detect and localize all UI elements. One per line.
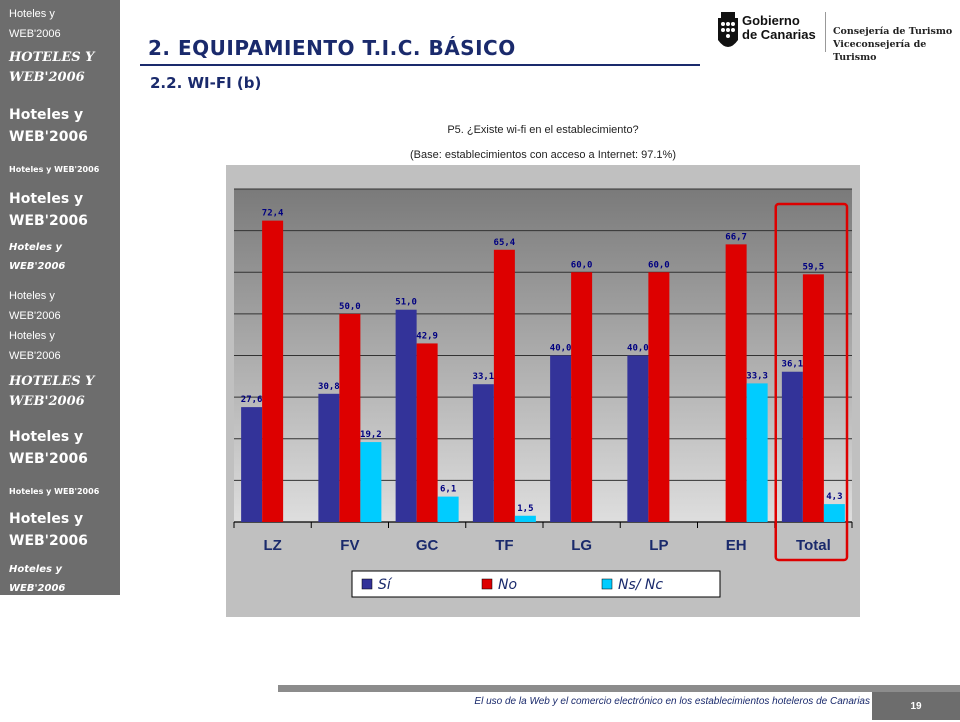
- bar: [241, 407, 263, 522]
- logo-text: Gobierno de Canarias: [742, 14, 816, 42]
- sidebar-watermark: Hoteles y WEB'2006: [9, 511, 88, 549]
- sidebar-watermark: Hoteles y WEB'2006: [9, 374, 95, 409]
- bar: [571, 272, 593, 522]
- bar: [493, 249, 515, 522]
- bar: [823, 504, 845, 522]
- sidebar-watermark: Hoteles y WEB'2006: [9, 429, 88, 467]
- legend-swatch: [361, 578, 373, 590]
- department-name: Consejería de Turismo Viceconsejería de …: [833, 25, 960, 64]
- data-label: 60,0: [571, 260, 593, 270]
- legend-label: Ns/ Nc: [618, 577, 663, 593]
- bar: [262, 220, 284, 522]
- data-label: 66,7: [725, 232, 747, 242]
- logo-divider: [825, 12, 826, 52]
- sidebar-watermark: Hoteles y WEB'2006: [9, 50, 95, 85]
- x-tick-label: FV: [340, 537, 359, 554]
- bar: [416, 343, 438, 522]
- data-label: 60,0: [648, 260, 670, 270]
- legend-label: No: [498, 577, 517, 593]
- data-label: 51,0: [395, 298, 417, 308]
- highlight-box: [774, 202, 849, 562]
- data-label: 1,5: [517, 504, 533, 514]
- chart-base-note: (Base: establecimientos con acceso a Int…: [410, 149, 676, 161]
- data-label: 36,1: [782, 360, 804, 370]
- data-label: 40,0: [627, 344, 649, 354]
- page-subtitle: 2.2. WI-FI (b): [150, 74, 262, 92]
- x-tick-label: GC: [416, 537, 439, 554]
- legend-swatch: [481, 578, 493, 590]
- data-label: 50,0: [339, 302, 361, 312]
- bar: [339, 313, 361, 522]
- department-line-2: Viceconsejería de Turismo: [833, 39, 927, 63]
- sidebar-watermark: Hoteles y WEB'2006: [9, 8, 61, 40]
- sidebar-watermark: Hoteles y WEB'2006: [9, 191, 88, 229]
- sidebar: Hoteles y WEB'2006 Hoteles y WEB'2006 Ho…: [0, 0, 120, 595]
- bar: [648, 272, 670, 522]
- chart-question: P5. ¿Existe wi-fi en el establecimiento?: [447, 124, 639, 136]
- data-label: 4,3: [826, 492, 842, 502]
- bar: [627, 355, 649, 522]
- page-number: 19: [872, 692, 960, 720]
- bar: [437, 496, 459, 522]
- x-tick-label: LG: [571, 537, 592, 554]
- x-tick-label: LZ: [263, 537, 281, 554]
- page-title: 2. EQUIPAMIENTO T.I.C. BÁSICO: [148, 36, 516, 60]
- footer-bar: [278, 685, 960, 692]
- bar-chart: 27,6 72,4 LZ 30,8 50,0 19,2 FV 51,0 42,9 6,1 GC 33,…: [226, 165, 860, 617]
- bar: [360, 442, 382, 522]
- x-tick-label: EH: [726, 537, 747, 554]
- bar: [395, 309, 417, 522]
- data-label: 6,1: [440, 485, 456, 495]
- x-tick-label: Total: [796, 537, 831, 554]
- logo-line-2: de Canarias: [742, 27, 816, 42]
- data-label: 40,0: [550, 344, 572, 354]
- data-label: 33,1: [473, 372, 495, 382]
- data-label: 19,2: [360, 430, 382, 440]
- data-label: 33,3: [746, 371, 768, 381]
- coat-of-arms-icon: [718, 12, 738, 47]
- legend-swatch: [601, 578, 613, 590]
- sidebar-watermark: Hoteles y WEB'2006: [9, 487, 100, 496]
- bar: [318, 393, 340, 522]
- data-label: 30,8: [318, 382, 340, 392]
- legend-box: [351, 570, 721, 598]
- sidebar-watermark: Hoteles y WEB'2006: [9, 330, 61, 362]
- bar: [514, 515, 536, 522]
- sidebar-watermark: Hoteles y WEB'2006: [9, 242, 66, 272]
- sidebar-watermark: Hoteles y WEB'2006: [9, 290, 61, 322]
- data-label: 65,4: [494, 238, 516, 248]
- sidebar-watermark: Hoteles y WEB'2006: [9, 165, 100, 174]
- title-underline: [140, 64, 700, 66]
- data-label: 42,9: [416, 331, 438, 341]
- bar: [550, 355, 572, 522]
- legend-label: Sí: [378, 577, 393, 593]
- sidebar-watermark: Hoteles y WEB'2006: [9, 564, 66, 594]
- bar: [725, 244, 747, 522]
- bar: [472, 384, 494, 522]
- bar: [746, 383, 768, 522]
- department-line-1: Consejería de Turismo: [833, 26, 953, 37]
- gobierno-canarias-logo: [718, 12, 738, 47]
- bar: [781, 371, 803, 522]
- data-label: 59,5: [803, 262, 825, 272]
- bar: [802, 274, 824, 522]
- x-tick-label: LP: [649, 537, 668, 554]
- sidebar-watermark: Hoteles y WEB'2006: [9, 107, 88, 145]
- logo-line-1: Gobierno: [742, 13, 800, 28]
- footer-text: El uso de la Web y el comercio electróni…: [474, 696, 870, 707]
- x-tick-label: TF: [495, 537, 513, 554]
- data-label: 27,6: [241, 395, 263, 405]
- data-label: 72,4: [262, 209, 284, 219]
